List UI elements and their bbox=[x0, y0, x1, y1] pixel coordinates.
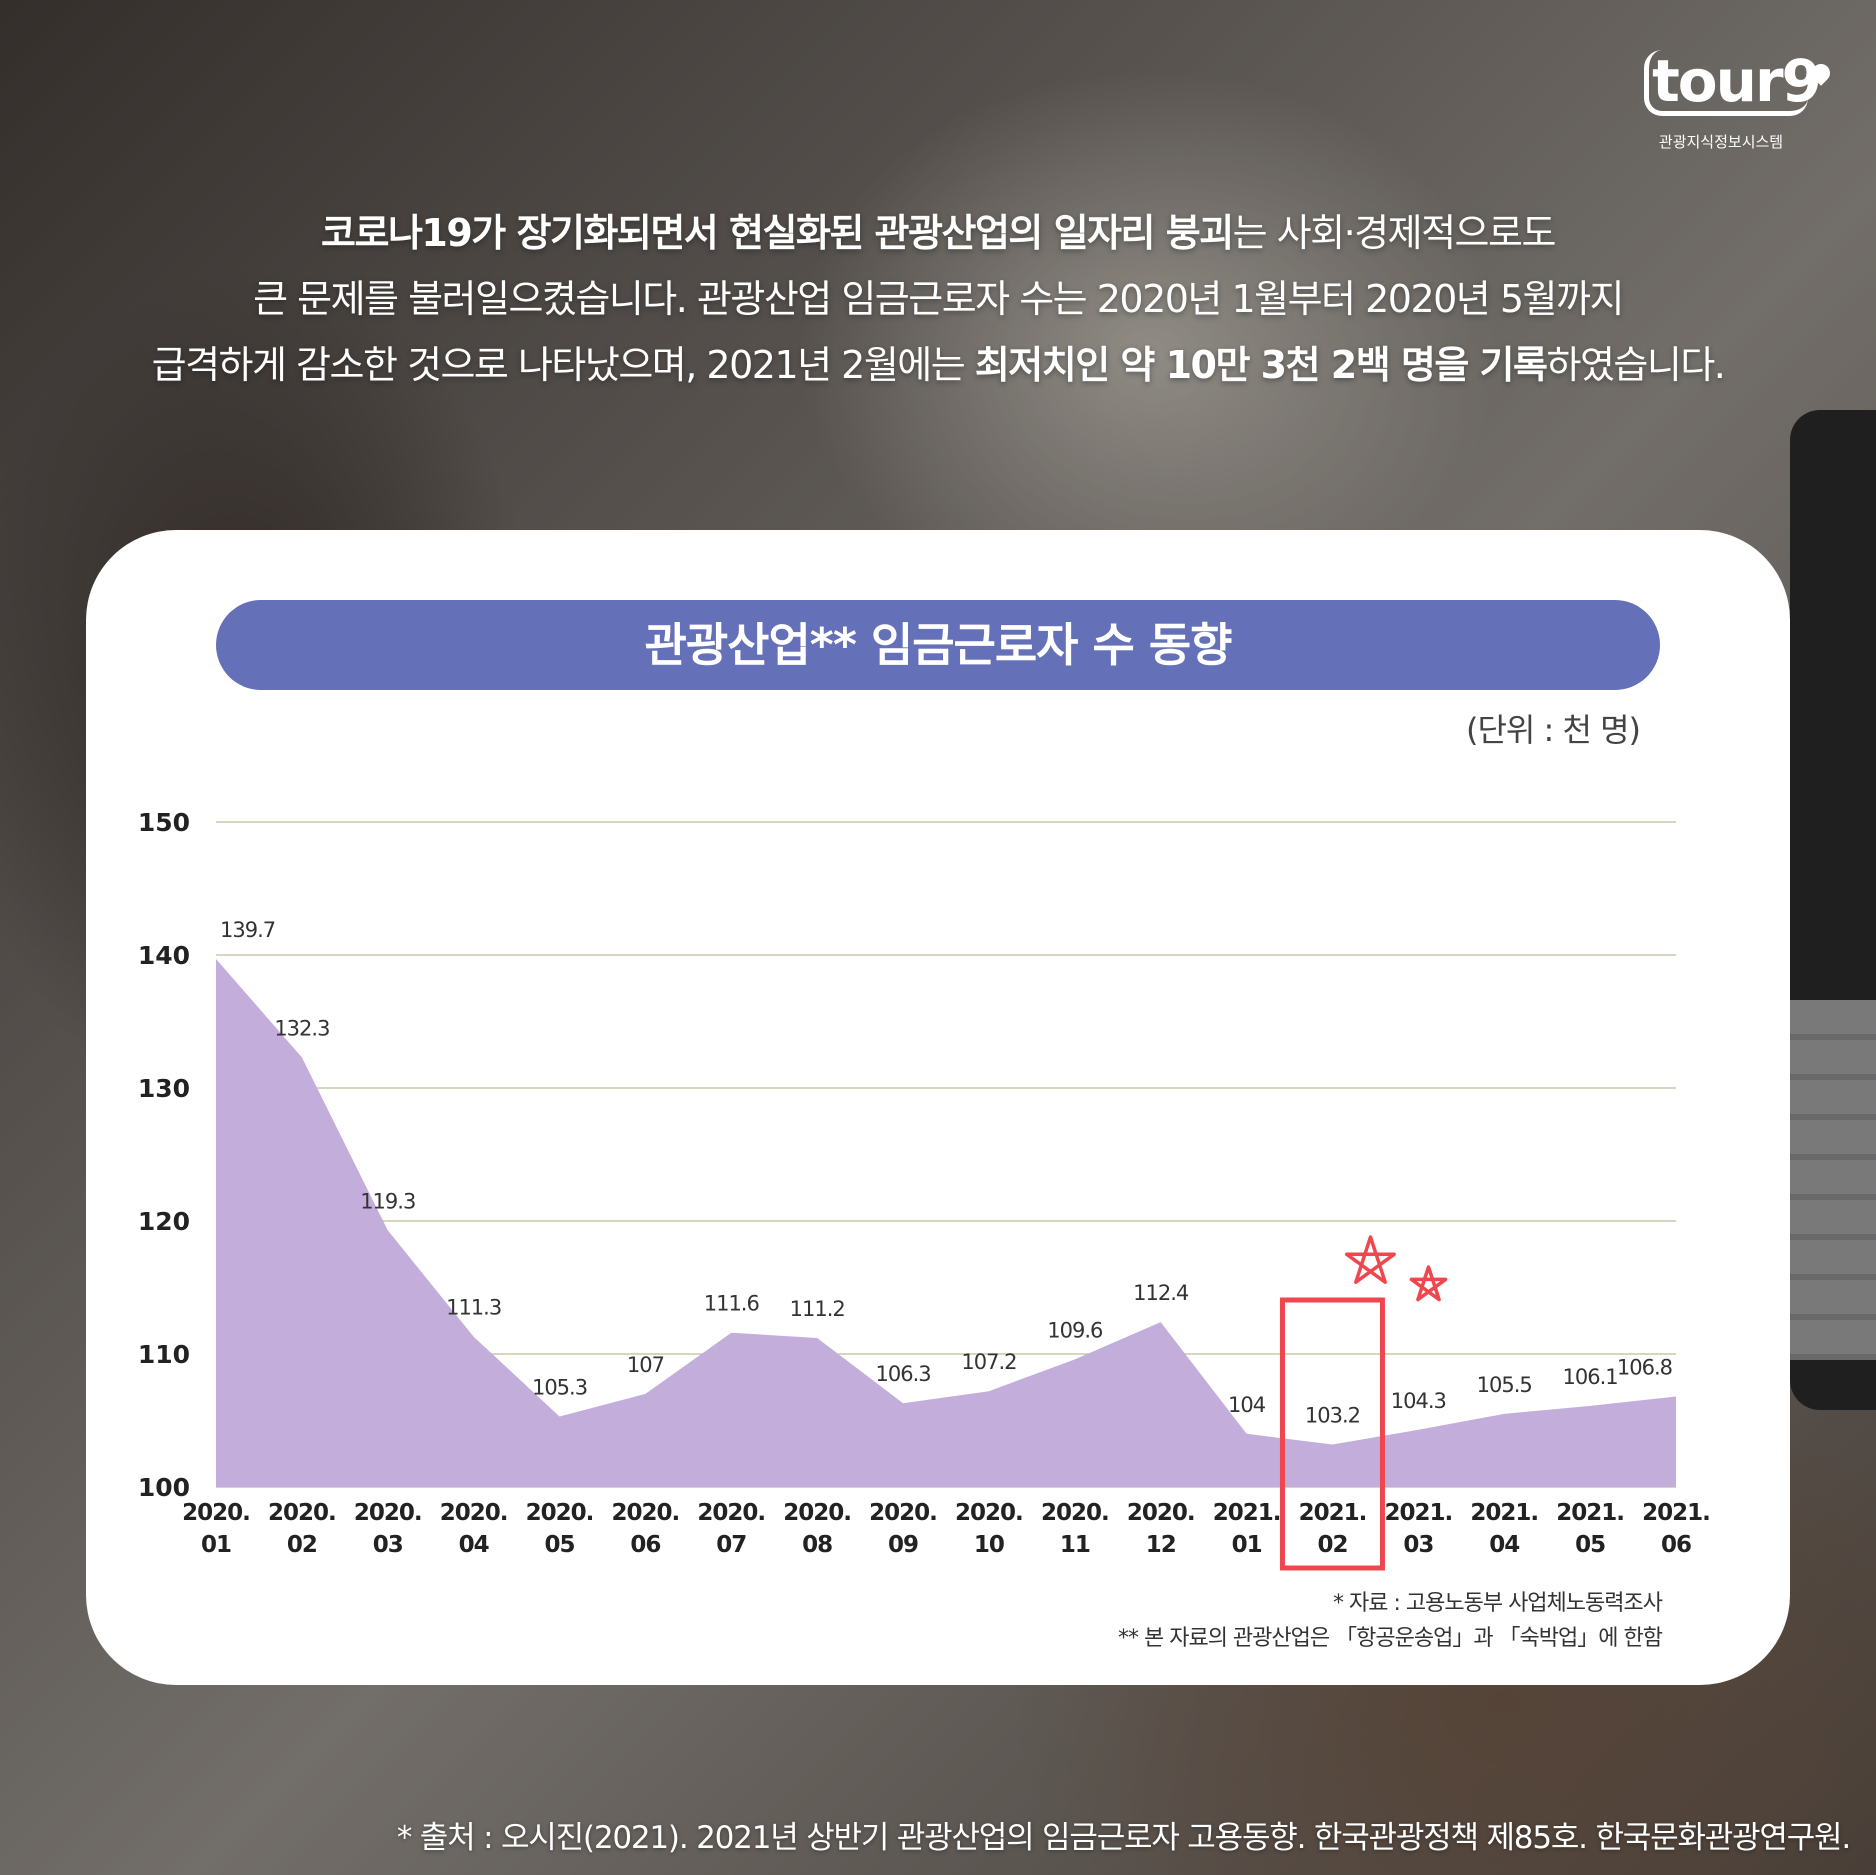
citation-source: * 출처 : 오시진(2021). 2021년 상반기 관광산업의 임금근로자 … bbox=[396, 1820, 1851, 1856]
star-doodle-icon bbox=[1409, 1265, 1448, 1302]
laptop-keyboard-decoration bbox=[1780, 1000, 1876, 1360]
x-tick-label: 2020. bbox=[783, 1500, 851, 1526]
x-tick-label: 2020. bbox=[697, 1500, 765, 1526]
x-tick-label: 2021. bbox=[1299, 1500, 1367, 1526]
intro-segment: 하였습니다. bbox=[1546, 343, 1725, 387]
x-tick-label: 2020. bbox=[182, 1500, 250, 1526]
data-label: 104 bbox=[1228, 1393, 1266, 1417]
industry-scope-note: ** 본 자료의 관광산업은 「항공운송업」과 「숙박업」에 한함 bbox=[1117, 1626, 1663, 1651]
x-tick-label: 11 bbox=[1060, 1532, 1090, 1558]
intro-line-2: 큰 문제를 불러일으켰습니다. 관광산업 임금근로자 수는 2020년 1월부터… bbox=[60, 266, 1816, 332]
x-tick-label: 2020. bbox=[354, 1500, 422, 1526]
highlight-box bbox=[1279, 1297, 1385, 1571]
data-label: 105.5 bbox=[1477, 1373, 1532, 1397]
y-tick-label: 150 bbox=[138, 808, 190, 837]
data-label: 109.6 bbox=[1047, 1318, 1103, 1342]
x-tick-label: 2020. bbox=[1041, 1500, 1109, 1526]
x-tick-label: 2020. bbox=[869, 1500, 937, 1526]
intro-text: 코로나19가 장기화되면서 현실화된 관광산업의 일자리 붕괴는 사회·경제적으… bbox=[60, 200, 1816, 398]
data-label: 106.3 bbox=[875, 1362, 930, 1386]
x-tick-label: 2020. bbox=[1127, 1500, 1195, 1526]
data-label: 107 bbox=[627, 1353, 664, 1377]
data-label: 104.3 bbox=[1391, 1389, 1446, 1413]
x-tick-label: 2020. bbox=[440, 1500, 508, 1526]
x-tick-label: 05 bbox=[1575, 1532, 1605, 1558]
unit-label: (단위 : 천 명) bbox=[1465, 711, 1641, 749]
x-tick-label: 2021. bbox=[1384, 1500, 1452, 1526]
data-label: 139.7 bbox=[220, 918, 275, 942]
x-tick-label: 2020. bbox=[268, 1500, 336, 1526]
x-tick-label: 05 bbox=[545, 1532, 575, 1558]
data-label: 106.1 bbox=[1563, 1365, 1618, 1389]
data-label: 119.3 bbox=[360, 1189, 415, 1213]
intro-segment: 최저치인 약 10만 3천 2백 명을 기록 bbox=[974, 343, 1548, 387]
data-area-series bbox=[216, 958, 1676, 1487]
x-tick-label: 01 bbox=[201, 1532, 231, 1558]
x-tick-label: 06 bbox=[630, 1532, 660, 1558]
y-tick-label: 100 bbox=[138, 1473, 190, 1502]
logo-subtitle: 관광지식정보시스템 bbox=[1658, 133, 1784, 151]
x-tick-label: 03 bbox=[373, 1532, 403, 1558]
logo-frame bbox=[1644, 50, 1808, 116]
data-label: 111.3 bbox=[446, 1296, 501, 1320]
chart-title: 관광산업** 임금근로자 수 동향 bbox=[216, 600, 1660, 690]
x-tick-label: 2020. bbox=[955, 1500, 1023, 1526]
x-tick-label: 09 bbox=[888, 1532, 918, 1558]
intro-segment: 코로나19가 장기화되면서 현실화된 관광산업의 일자리 붕괴 bbox=[321, 211, 1234, 255]
x-tick-label: 2021. bbox=[1556, 1500, 1624, 1526]
intro-line-3: 급격하게 감소한 것으로 나타났으며, 2021년 2월에는 최저치인 약 10… bbox=[60, 332, 1816, 398]
x-tick-label: 12 bbox=[1146, 1532, 1176, 1558]
data-label: 132.3 bbox=[274, 1016, 329, 1040]
intro-segment: 큰 문제를 불러일으켰습니다. 관광산업 임금근로자 수는 2020년 1월부터… bbox=[253, 277, 1624, 321]
data-label: 103.2 bbox=[1305, 1403, 1360, 1427]
data-label: 111.6 bbox=[704, 1292, 760, 1316]
x-tick-label: 03 bbox=[1403, 1532, 1433, 1558]
intro-line-1: 코로나19가 장기화되면서 현실화된 관광산업의 일자리 붕괴는 사회·경제적으… bbox=[60, 200, 1816, 266]
data-label: 112.4 bbox=[1133, 1281, 1189, 1305]
data-label: 105.3 bbox=[532, 1376, 587, 1400]
x-tick-label: 02 bbox=[287, 1532, 317, 1558]
x-tick-label: 08 bbox=[802, 1532, 832, 1558]
x-tick-label: 2021. bbox=[1213, 1500, 1281, 1526]
x-tick-label: 2021. bbox=[1470, 1500, 1538, 1526]
intro-segment: 급격하게 감소한 것으로 나타났으며, 2021년 2월에는 bbox=[151, 343, 975, 387]
data-source-note: * 자료 : 고용노동부 사업체노동력조사 bbox=[1333, 1591, 1663, 1616]
x-tick-label: 07 bbox=[716, 1532, 746, 1558]
x-tick-label: 06 bbox=[1661, 1532, 1691, 1558]
star-doodle-icon bbox=[1344, 1235, 1396, 1284]
x-tick-label: 2021. bbox=[1642, 1500, 1710, 1526]
x-tick-label: 2020. bbox=[612, 1500, 680, 1526]
x-tick-label: 04 bbox=[459, 1532, 489, 1558]
data-label: 106.8 bbox=[1617, 1356, 1672, 1380]
x-tick-label: 01 bbox=[1232, 1532, 1262, 1558]
x-tick-label: 10 bbox=[974, 1532, 1004, 1558]
y-tick-label: 120 bbox=[138, 1207, 190, 1236]
x-tick-label: 2020. bbox=[526, 1500, 594, 1526]
x-tick-label: 02 bbox=[1317, 1532, 1347, 1558]
y-tick-label: 110 bbox=[138, 1340, 190, 1369]
tour9-logo: tour9 관광지식정보시스템 bbox=[1636, 46, 1836, 156]
y-tick-label: 140 bbox=[138, 941, 190, 970]
data-label: 107.2 bbox=[961, 1350, 1016, 1374]
y-tick-label: 130 bbox=[138, 1074, 190, 1103]
intro-segment: 는 사회·경제적으로도 bbox=[1232, 211, 1557, 255]
data-label: 111.2 bbox=[790, 1297, 845, 1321]
x-tick-label: 04 bbox=[1489, 1532, 1519, 1558]
chart-card bbox=[86, 530, 1790, 1685]
